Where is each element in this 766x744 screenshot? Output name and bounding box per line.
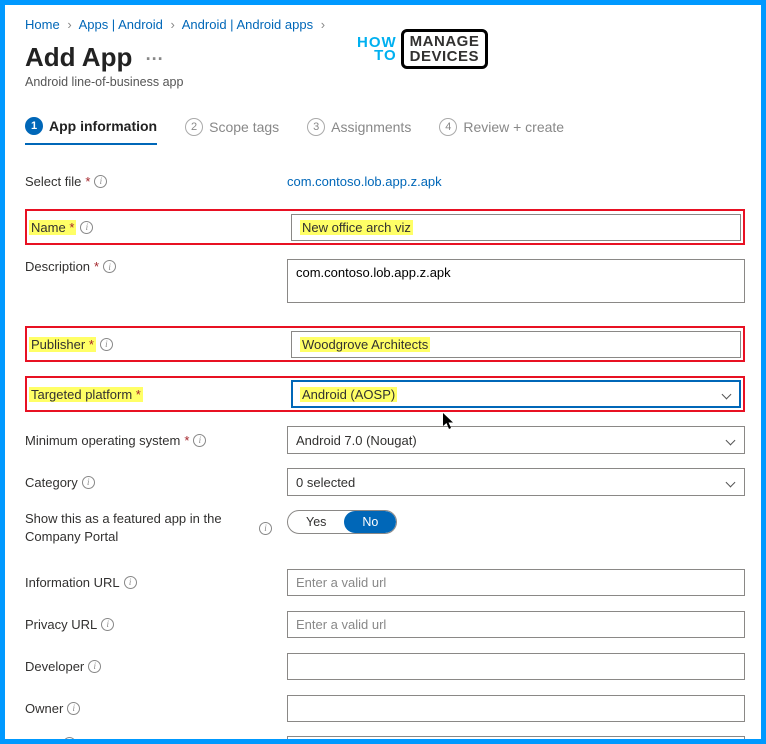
info-icon[interactable]: i bbox=[259, 522, 272, 535]
info-icon[interactable]: i bbox=[94, 175, 107, 188]
developer-input[interactable] bbox=[287, 653, 745, 680]
info-url-input[interactable] bbox=[287, 569, 745, 596]
info-icon[interactable]: i bbox=[101, 618, 114, 631]
tab-assignments[interactable]: 3 Assignments bbox=[307, 117, 411, 145]
label-info-url: Information URL i bbox=[25, 575, 287, 590]
page-subtitle: Android line-of-business app bbox=[25, 75, 745, 89]
label-publisher: Publisher * i bbox=[29, 337, 291, 352]
chevron-down-icon bbox=[722, 389, 732, 399]
publisher-input[interactable]: Woodgrove Architects bbox=[291, 331, 741, 358]
tab-review-create[interactable]: 4 Review + create bbox=[439, 117, 564, 145]
targeted-platform-select[interactable]: Android (AOSP) bbox=[291, 380, 741, 408]
name-input[interactable]: New office arch viz bbox=[291, 214, 741, 241]
annotation-box-publisher: Publisher * i Woodgrove Architects bbox=[25, 326, 745, 362]
notes-input[interactable] bbox=[287, 736, 745, 744]
featured-toggle-no[interactable]: No bbox=[344, 511, 396, 533]
label-privacy-url: Privacy URL i bbox=[25, 617, 287, 632]
info-icon[interactable]: i bbox=[63, 737, 76, 744]
tab-scope-tags[interactable]: 2 Scope tags bbox=[185, 117, 279, 145]
tab-badge: 1 bbox=[25, 117, 43, 135]
info-icon[interactable]: i bbox=[103, 260, 116, 273]
tab-badge: 3 bbox=[307, 118, 325, 136]
owner-input[interactable] bbox=[287, 695, 745, 722]
min-os-select[interactable]: Android 7.0 (Nougat) bbox=[287, 426, 745, 454]
wizard-tabs: 1 App information 2 Scope tags 3 Assignm… bbox=[25, 117, 745, 145]
privacy-url-input[interactable] bbox=[287, 611, 745, 638]
label-featured-app: Show this as a featured app in the Compa… bbox=[25, 510, 287, 546]
featured-toggle-yes[interactable]: Yes bbox=[288, 511, 344, 533]
label-select-file: Select file* i bbox=[25, 174, 287, 189]
annotation-box-platform: Targeted platform * Android (AOSP) bbox=[25, 376, 745, 412]
label-owner: Owner i bbox=[25, 701, 287, 716]
annotation-box-name: Name * i New office arch viz bbox=[25, 209, 745, 245]
featured-toggle[interactable]: Yes No bbox=[287, 510, 397, 534]
label-developer: Developer i bbox=[25, 659, 287, 674]
chevron-down-icon bbox=[726, 435, 736, 445]
label-name: Name * i bbox=[29, 220, 291, 235]
info-icon[interactable]: i bbox=[82, 476, 95, 489]
info-icon[interactable]: i bbox=[80, 221, 93, 234]
label-min-os: Minimum operating system * i bbox=[25, 433, 287, 448]
category-select[interactable]: 0 selected bbox=[287, 468, 745, 496]
chevron-right-icon: › bbox=[67, 17, 71, 32]
label-category: Category i bbox=[25, 475, 287, 490]
chevron-down-icon bbox=[726, 477, 736, 487]
info-icon[interactable]: i bbox=[193, 434, 206, 447]
tab-badge: 2 bbox=[185, 118, 203, 136]
info-icon[interactable]: i bbox=[67, 702, 80, 715]
chevron-right-icon: › bbox=[171, 17, 175, 32]
breadcrumb-android-apps[interactable]: Android | Android apps bbox=[182, 17, 313, 32]
breadcrumb-apps-android[interactable]: Apps | Android bbox=[79, 17, 163, 32]
ellipsis-icon[interactable]: ··· bbox=[146, 49, 164, 69]
chevron-right-icon: › bbox=[321, 17, 325, 32]
info-icon[interactable]: i bbox=[88, 660, 101, 673]
select-file-link[interactable]: com.contoso.lob.app.z.apk bbox=[287, 174, 442, 189]
info-icon[interactable]: i bbox=[124, 576, 137, 589]
breadcrumb-home[interactable]: Home bbox=[25, 17, 60, 32]
description-input[interactable] bbox=[287, 259, 745, 303]
tab-app-information[interactable]: 1 App information bbox=[25, 117, 157, 145]
label-notes: Notes i bbox=[25, 736, 287, 744]
info-icon[interactable]: i bbox=[100, 338, 113, 351]
label-targeted-platform: Targeted platform * bbox=[29, 387, 291, 402]
label-description: Description * i bbox=[25, 259, 287, 274]
tab-badge: 4 bbox=[439, 118, 457, 136]
watermark-logo: HOWTO MANAGEDEVICES bbox=[357, 29, 488, 69]
